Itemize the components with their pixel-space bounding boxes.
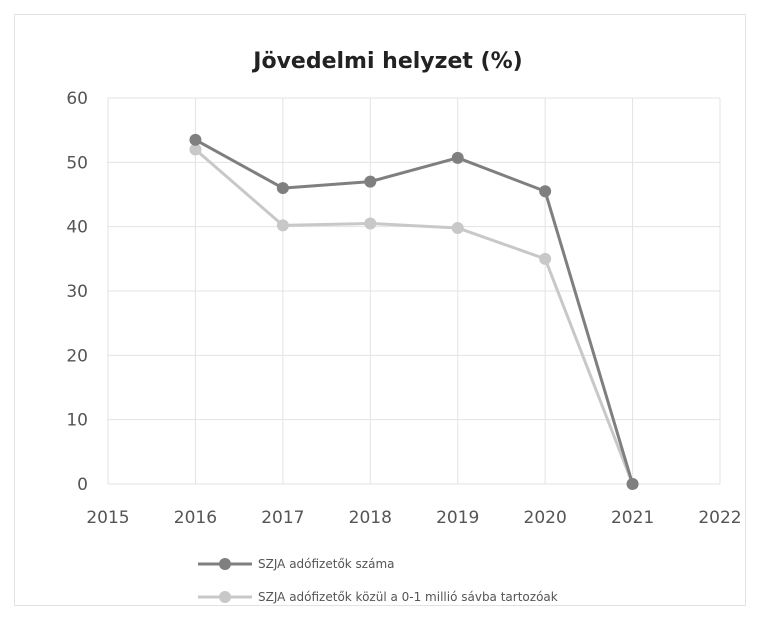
series-group — [189, 133, 639, 490]
chart-title: Jövedelmi helyzet (%) — [251, 49, 522, 74]
y-axis-ticks: 0 10 20 30 40 50 60 — [66, 89, 88, 495]
data-point — [189, 143, 202, 156]
x-tick-label: 2017 — [261, 508, 304, 528]
x-tick-label: 2022 — [698, 508, 741, 528]
y-tick-label: 50 — [66, 153, 88, 173]
x-tick-label: 2015 — [86, 508, 129, 528]
y-tick-label: 20 — [66, 346, 88, 366]
data-point — [364, 217, 377, 230]
series-2 — [189, 143, 639, 490]
y-tick-label: 0 — [77, 475, 88, 495]
x-tick-label: 2021 — [611, 508, 654, 528]
legend-swatch-marker — [219, 558, 231, 570]
data-point — [539, 185, 552, 198]
legend-label: SZJA adófizetők száma — [258, 557, 395, 571]
y-tick-label: 40 — [66, 218, 88, 238]
y-tick-label: 10 — [66, 411, 88, 431]
data-point — [626, 478, 639, 490]
series-line — [194, 148, 634, 485]
data-point — [364, 175, 377, 188]
x-tick-label: 2016 — [174, 508, 217, 528]
data-point — [189, 133, 202, 146]
y-tick-label: 60 — [66, 89, 88, 109]
data-point — [451, 221, 464, 234]
legend: SZJA adófizetők száma SZJA adófizetők köz… — [198, 557, 558, 604]
x-axis-ticks: 2015 2016 2017 2018 2019 2020 2021 2022 — [86, 508, 741, 528]
x-tick-label: 2018 — [349, 508, 392, 528]
series-1 — [189, 133, 639, 490]
data-point — [539, 252, 552, 265]
data-point — [276, 182, 289, 195]
chart-frame — [14, 14, 746, 606]
x-tick-label: 2020 — [524, 508, 567, 528]
x-tick-label: 2019 — [436, 508, 479, 528]
y-tick-label: 30 — [66, 282, 88, 302]
data-point — [451, 151, 464, 164]
legend-swatch-marker — [219, 591, 231, 603]
series-line — [194, 138, 635, 485]
data-point — [276, 219, 289, 232]
legend-label: SZJA adófizetők közül a 0-1 millió sávba… — [258, 590, 558, 604]
grid — [107, 97, 721, 485]
